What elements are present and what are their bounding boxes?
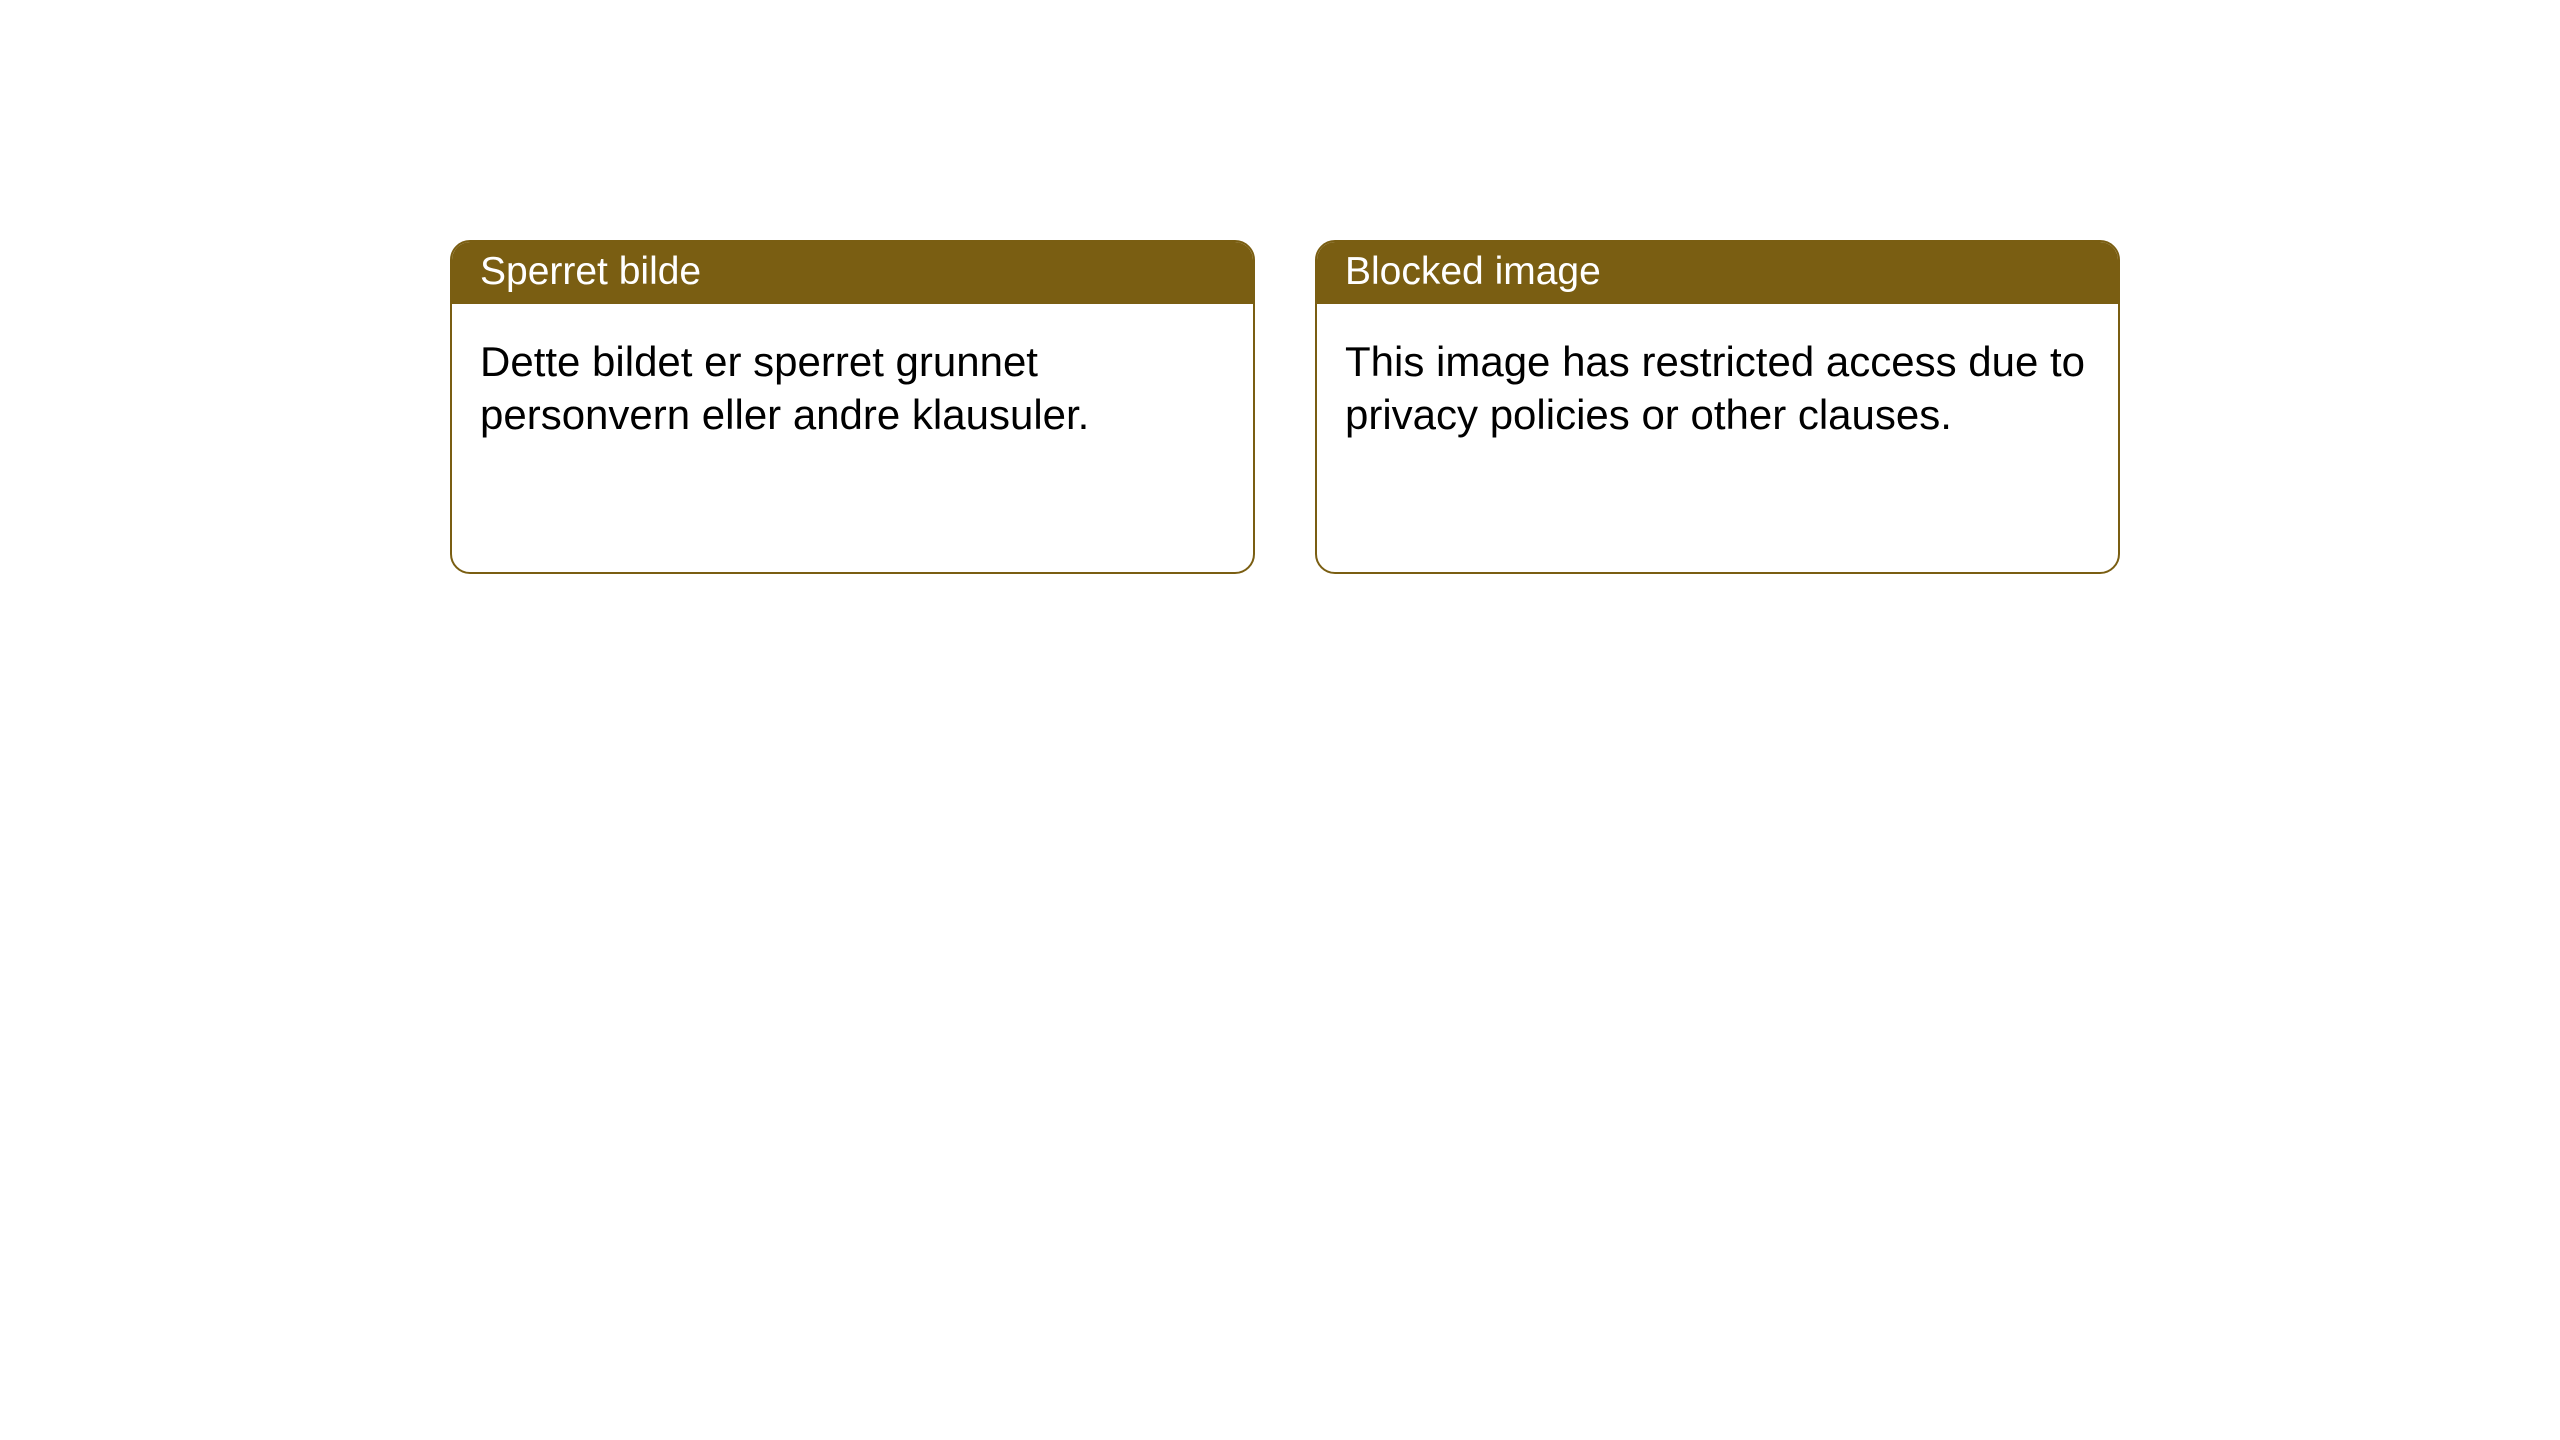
notice-body: This image has restricted access due to … [1317,304,2118,473]
notice-header: Sperret bilde [452,242,1253,304]
notice-header: Blocked image [1317,242,2118,304]
notice-title: Sperret bilde [480,250,701,293]
notice-card-english: Blocked image This image has restricted … [1315,240,2120,574]
notice-body-text: Dette bildet er sperret grunnet personve… [480,338,1089,438]
notice-title: Blocked image [1345,250,1601,293]
notice-body: Dette bildet er sperret grunnet personve… [452,304,1253,473]
notice-body-text: This image has restricted access due to … [1345,338,2085,438]
notice-container: Sperret bilde Dette bildet er sperret gr… [0,0,2560,574]
notice-card-norwegian: Sperret bilde Dette bildet er sperret gr… [450,240,1255,574]
